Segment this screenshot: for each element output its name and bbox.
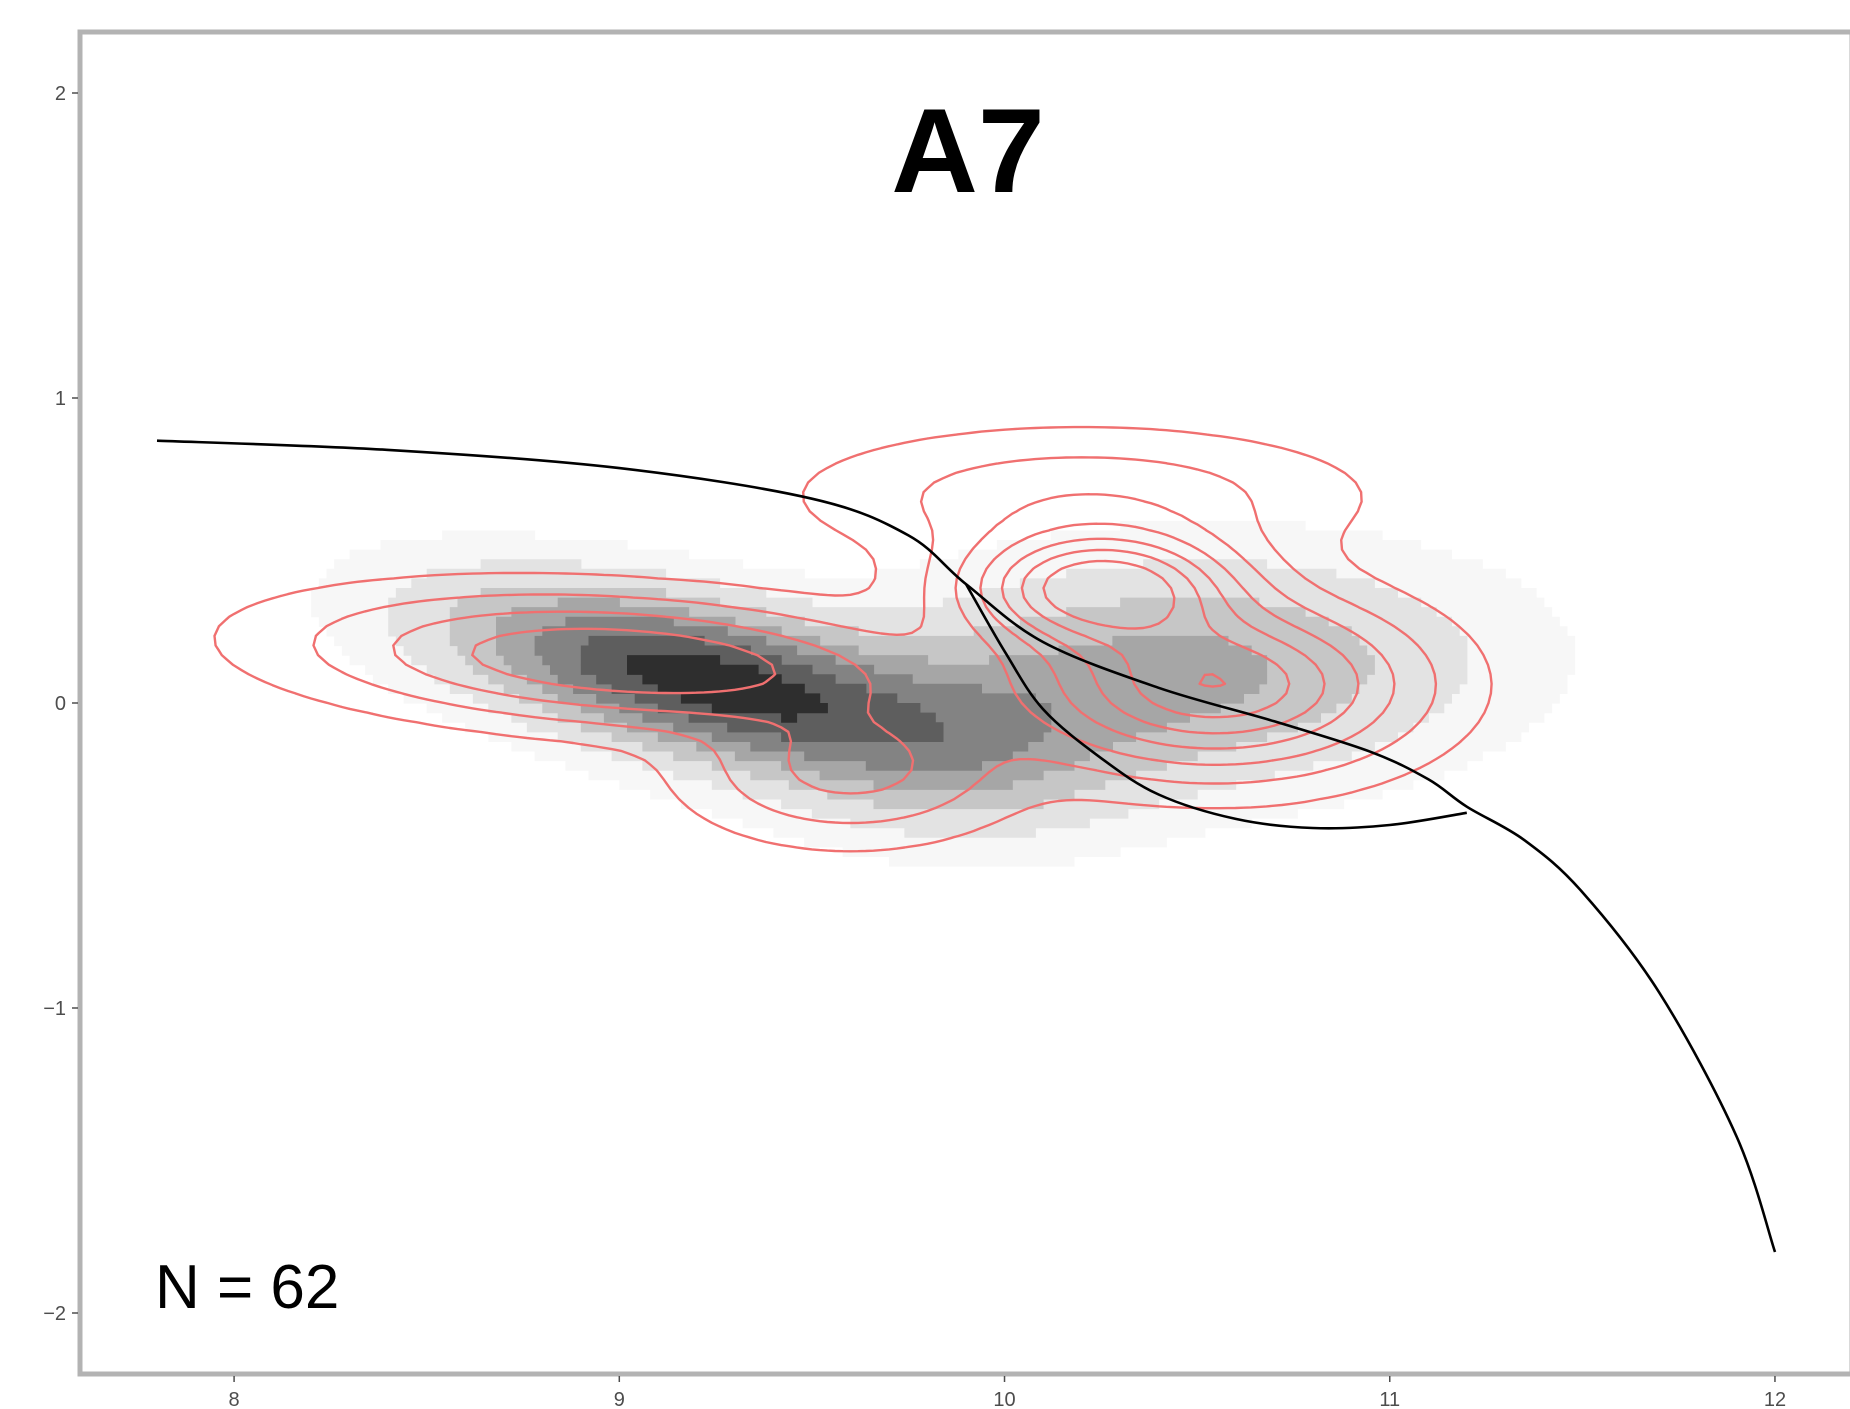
y-tick-label: −1 — [43, 998, 66, 1020]
sample-size-annotation: N = 62 — [155, 1253, 339, 1322]
x-tick-label: 12 — [1764, 1389, 1786, 1409]
curve-2 — [964, 583, 1467, 830]
contour-line-level-6 — [1020, 548, 1291, 719]
contour-line-level-5 — [1000, 537, 1326, 735]
curve-1 — [156, 439, 1777, 1253]
contour-line-level-1 — [213, 425, 1493, 853]
x-axis: 8 9 10 11 12 — [229, 1376, 1786, 1409]
line-density-contours — [213, 425, 1493, 853]
y-tick-label: 0 — [55, 693, 66, 715]
y-axis: −2 −1 0 1 2 — [43, 83, 78, 1325]
filled-contour-level-7 — [627, 655, 828, 723]
contour-line-level-7 — [1042, 559, 1227, 688]
x-tick-label: 9 — [614, 1389, 625, 1409]
y-tick-label: −2 — [43, 1303, 66, 1325]
y-tick-label: 1 — [55, 388, 66, 410]
fitted-curves — [156, 439, 1777, 1253]
x-tick-label: 11 — [1379, 1389, 1400, 1409]
contour-line-level-2 — [312, 456, 1438, 825]
filled-density-contours — [311, 520, 1576, 867]
plot-frame — [77, 29, 1850, 1377]
chart-title: A7 — [891, 84, 1044, 218]
y-tick-label: 2 — [55, 83, 66, 105]
x-tick-label: 8 — [229, 1389, 240, 1409]
contour-line-level-4 — [471, 522, 1360, 750]
x-tick-label: 10 — [993, 1389, 1015, 1409]
